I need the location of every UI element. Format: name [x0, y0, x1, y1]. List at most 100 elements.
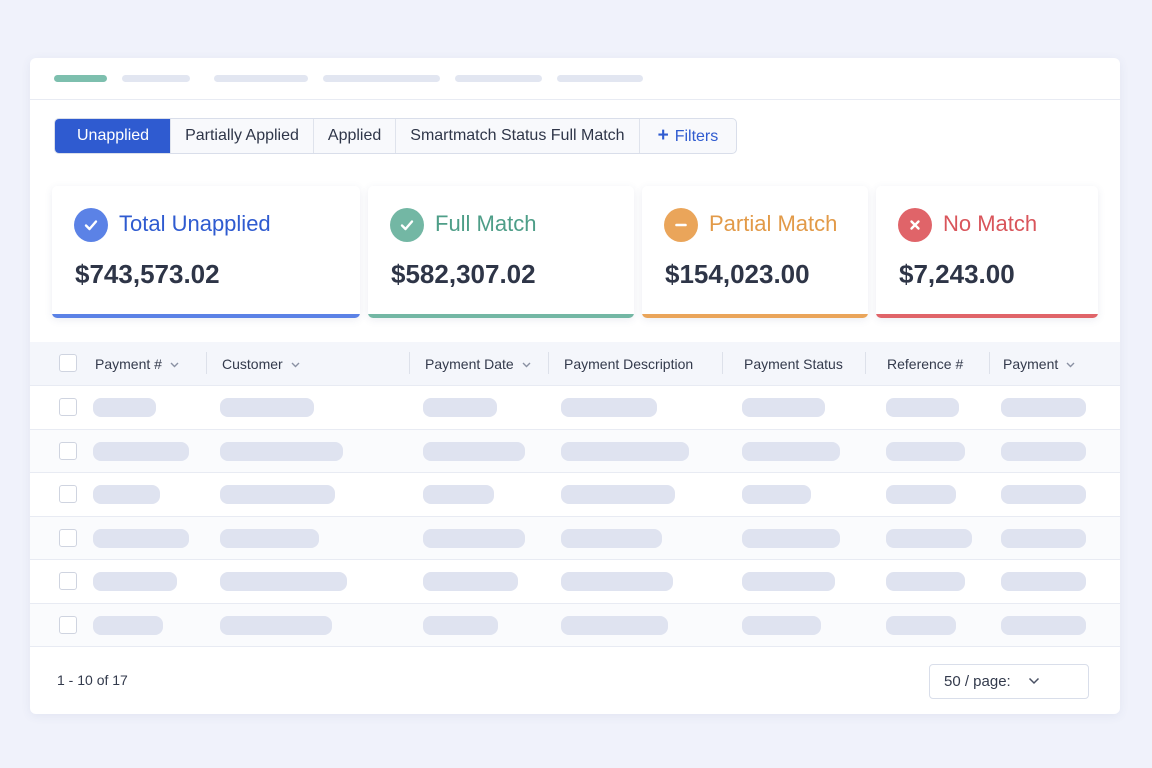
nav-item-placeholder[interactable]: [214, 75, 308, 82]
table-row[interactable]: [30, 603, 1120, 647]
column-divider: [989, 352, 990, 374]
loading-placeholder: [1001, 485, 1086, 504]
column-label: Reference #: [887, 356, 964, 372]
loading-placeholder: [220, 441, 343, 461]
tab-smartmatch-full-match[interactable]: Smartmatch Status Full Match: [396, 119, 640, 153]
row-checkbox[interactable]: [59, 615, 77, 634]
table-header: Payment # Customer Payment Date Payment …: [30, 342, 1120, 386]
loading-placeholder: [561, 528, 662, 548]
table-row[interactable]: [30, 429, 1120, 473]
loading-placeholder: [93, 572, 177, 591]
column-header-payment-status[interactable]: Payment Status: [744, 342, 843, 386]
loading-placeholder: [886, 441, 965, 461]
loading-placeholder: [93, 615, 163, 635]
loading-placeholder: [886, 615, 956, 635]
column-header-payment-description[interactable]: Payment Description: [564, 342, 693, 386]
loading-placeholder: [1001, 398, 1086, 417]
card-accent-bar: [368, 314, 634, 318]
row-checkbox[interactable]: [59, 485, 77, 503]
loading-placeholder: [423, 398, 497, 417]
row-checkbox[interactable]: [59, 528, 77, 547]
tab-partially-applied[interactable]: Partially Applied: [171, 119, 314, 153]
plus-icon: +: [657, 125, 669, 146]
card-accent-bar: [642, 314, 868, 318]
nav-item-placeholder-active[interactable]: [54, 75, 107, 82]
loading-placeholder: [93, 441, 189, 461]
loading-placeholder: [220, 528, 319, 548]
chevron-down-icon: [522, 362, 531, 368]
chevron-down-icon: [1028, 677, 1040, 685]
column-header-reference-number[interactable]: Reference #: [887, 342, 963, 386]
row-checkbox[interactable]: [59, 441, 77, 460]
nav-item-placeholder[interactable]: [122, 75, 190, 82]
loading-placeholder: [423, 485, 494, 504]
loading-placeholder: [423, 572, 518, 591]
check-circle-icon: [390, 208, 424, 242]
card-full-match[interactable]: Full Match $582,307.02: [368, 186, 634, 318]
loading-placeholder: [1001, 615, 1086, 635]
column-header-payment-number[interactable]: Payment #: [95, 342, 179, 386]
table-row[interactable]: [30, 386, 1120, 430]
loading-placeholder: [742, 572, 835, 591]
loading-placeholder: [93, 398, 156, 417]
column-header-payment[interactable]: Payment: [1003, 342, 1075, 386]
column-label: Payment Status: [744, 356, 843, 372]
card-title: No Match: [943, 211, 1038, 236]
top-navigation: [30, 58, 1120, 100]
column-label: Payment Description: [564, 356, 694, 372]
loading-placeholder: [742, 485, 811, 504]
tab-unapplied[interactable]: Unapplied: [55, 119, 172, 153]
loading-placeholder: [742, 528, 840, 548]
loading-placeholder: [886, 528, 972, 548]
card-partial-match[interactable]: Partial Match $154,023.00: [642, 186, 868, 318]
card-amount: $582,307.02: [391, 259, 536, 289]
loading-placeholder: [423, 615, 498, 635]
loading-placeholder: [742, 615, 821, 635]
loading-placeholder: [561, 615, 668, 635]
column-divider: [409, 352, 410, 374]
card-accent-bar: [52, 314, 360, 318]
pagination-range: 1 - 10 of 17: [57, 672, 128, 688]
chevron-down-icon: [170, 362, 179, 368]
status-tabs: Unapplied Partially Applied Applied Smar…: [54, 118, 738, 154]
column-divider: [722, 352, 723, 374]
loading-placeholder: [220, 615, 332, 635]
payments-panel: Unapplied Partially Applied Applied Smar…: [30, 58, 1120, 714]
loading-placeholder: [886, 398, 959, 417]
select-all-checkbox[interactable]: [59, 354, 77, 372]
loading-placeholder: [1001, 441, 1086, 461]
nav-item-placeholder[interactable]: [455, 75, 542, 82]
loading-placeholder: [93, 528, 189, 548]
chevron-down-icon: [291, 362, 300, 368]
column-divider: [865, 352, 866, 374]
loading-placeholder: [561, 398, 657, 417]
loading-placeholder: [93, 485, 160, 504]
loading-placeholder: [220, 398, 314, 417]
loading-placeholder: [886, 485, 956, 504]
table-row[interactable]: [30, 516, 1120, 560]
row-checkbox[interactable]: [59, 572, 77, 590]
card-no-match[interactable]: No Match $7,243.00: [876, 186, 1098, 318]
nav-item-placeholder[interactable]: [323, 75, 440, 82]
loading-placeholder: [220, 572, 347, 591]
column-header-payment-date[interactable]: Payment Date: [425, 342, 531, 386]
table-row[interactable]: [30, 473, 1120, 517]
x-circle-icon: [898, 208, 932, 242]
filters-button[interactable]: + Filters: [640, 119, 737, 153]
nav-item-placeholder[interactable]: [557, 75, 643, 82]
loading-placeholder: [886, 572, 965, 591]
loading-placeholder: [220, 485, 335, 504]
filters-label: Filters: [674, 128, 719, 145]
column-label: Customer: [222, 356, 283, 372]
page-size-select[interactable]: 50 / page:: [929, 664, 1089, 699]
column-header-customer[interactable]: Customer: [222, 342, 300, 386]
loading-placeholder: [1001, 572, 1086, 591]
column-divider: [206, 352, 207, 374]
card-total-unapplied[interactable]: Total Unapplied $743,573.02: [52, 186, 360, 318]
tab-applied[interactable]: Applied: [314, 119, 397, 153]
row-checkbox[interactable]: [59, 398, 77, 416]
card-accent-bar: [876, 314, 1098, 318]
loading-placeholder: [423, 441, 525, 461]
loading-placeholder: [742, 441, 840, 461]
table-row[interactable]: [30, 560, 1120, 604]
